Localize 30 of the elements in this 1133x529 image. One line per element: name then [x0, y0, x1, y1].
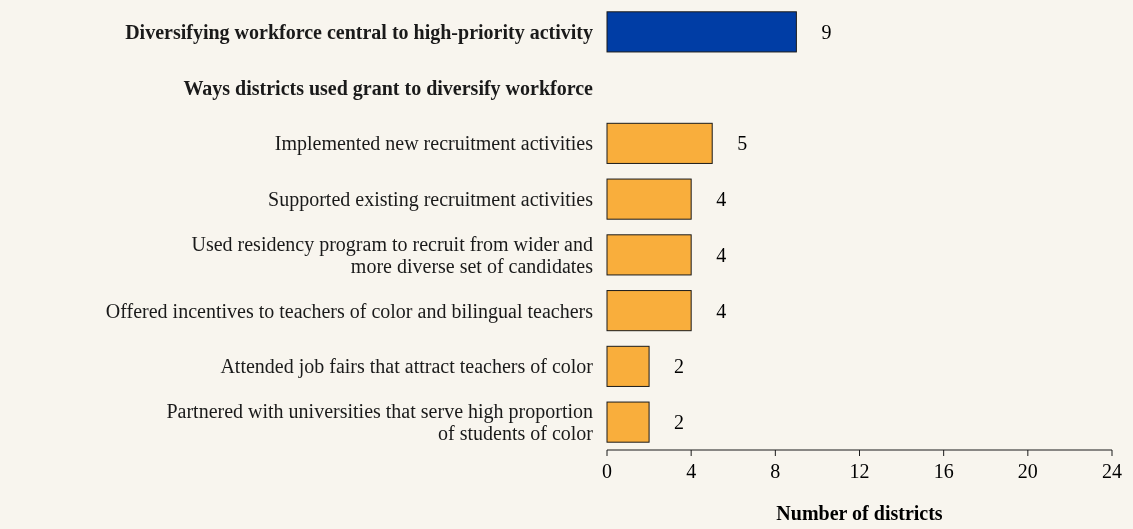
- x-tick-label: 8: [770, 460, 781, 482]
- y-tick-label: Offered incentives to teachers of color and bilingual teachers: [105, 299, 594, 323]
- y-tick-label: Used residency program to recruit from wider and more diverse set of candidates: [191, 232, 594, 277]
- y-tick-label: Implemented new recruitment activities: [274, 132, 594, 156]
- x-tick-label: 12: [849, 460, 870, 482]
- x-tick-label: 20: [1017, 460, 1038, 482]
- bar: [606, 178, 692, 220]
- bar: [606, 122, 713, 164]
- data-label: 4: [716, 299, 727, 322]
- x-tick-label: 24: [1102, 460, 1122, 482]
- x-tick-label: 16: [933, 460, 954, 482]
- y-tick-label: Supported existing recruitment activities: [268, 188, 594, 212]
- y-tick-label: Ways districts used grant to diversify workforce: [183, 76, 594, 100]
- y-tick-label: Diversifying workforce central to high-priority activity: [125, 20, 593, 44]
- data-label: 2: [674, 355, 685, 378]
- y-tick-label: Attended job fairs that attract teachers of color: [220, 355, 594, 379]
- bar: [606, 234, 692, 276]
- bar: [606, 11, 797, 53]
- bar: [606, 290, 692, 332]
- data-label: 9: [821, 20, 832, 43]
- data-label: 4: [716, 188, 727, 211]
- bar: [606, 401, 650, 443]
- data-label: 4: [716, 243, 727, 266]
- x-axis-title: Number of districts: [776, 502, 943, 524]
- data-label: 2: [674, 411, 685, 434]
- x-tick-label: 4: [686, 460, 697, 482]
- data-label: 5: [737, 132, 748, 155]
- x-tick-label: 0: [602, 460, 612, 482]
- bar: [606, 345, 650, 387]
- y-tick-label: Partnered with universities that serve high proportion of students of color: [166, 400, 594, 445]
